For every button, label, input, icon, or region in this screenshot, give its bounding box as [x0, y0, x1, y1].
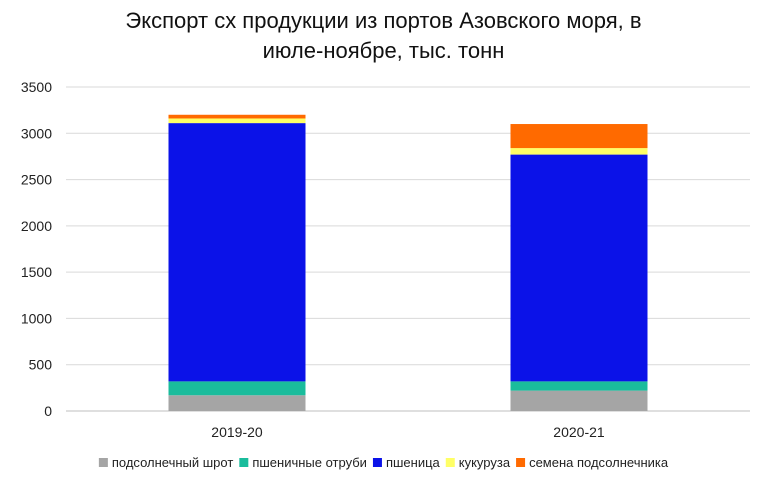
bar-segment-0-0 [168, 395, 306, 411]
x-axis-categories: 2019-20 2020-21 [211, 424, 605, 440]
y-tick-label: 2000 [21, 218, 52, 234]
legend-label: семена подсолнечника [529, 455, 669, 470]
legend-label: пшеничные отруби [252, 455, 367, 470]
bar-segment-0-2 [168, 123, 306, 382]
x-category-label: 2019-20 [211, 424, 263, 440]
bar-segment-1-3 [510, 148, 648, 155]
bar-segment-1-0 [510, 390, 648, 411]
bar-segment-0-3 [168, 118, 306, 124]
y-tick-label: 3500 [21, 79, 52, 95]
y-tick-label: 1500 [21, 264, 52, 280]
legend-swatch [445, 458, 455, 467]
y-axis-ticks: 0 500 1000 1500 2000 2500 3000 3500 [21, 79, 52, 419]
legend-swatch [239, 458, 249, 467]
bar-segment-1-1 [510, 381, 648, 391]
y-tick-label: 1000 [21, 310, 52, 326]
legend: подсолнечный шрот пшеничные отруби пшеница… [98, 455, 669, 470]
legend-swatch [516, 458, 526, 467]
x-category-label: 2020-21 [553, 424, 605, 440]
chart-title: Экспорт сх продукции из портов Азовского… [125, 8, 642, 63]
legend-label: подсолнечный шрот [112, 455, 233, 470]
bar-segment-0-1 [168, 381, 306, 396]
y-tick-label: 2500 [21, 172, 52, 188]
y-tick-label: 0 [44, 403, 52, 419]
bars [168, 114, 648, 411]
bar-segment-1-4 [510, 124, 648, 149]
legend-label: пшеница [386, 455, 441, 470]
y-tick-label: 500 [29, 357, 53, 373]
bar-segment-1-2 [510, 154, 648, 382]
y-tick-label: 3000 [21, 125, 52, 141]
legend-label: кукуруза [459, 455, 511, 470]
legend-swatch [98, 458, 108, 467]
legend-swatch [372, 458, 382, 467]
bar-segment-0-4 [168, 114, 306, 119]
